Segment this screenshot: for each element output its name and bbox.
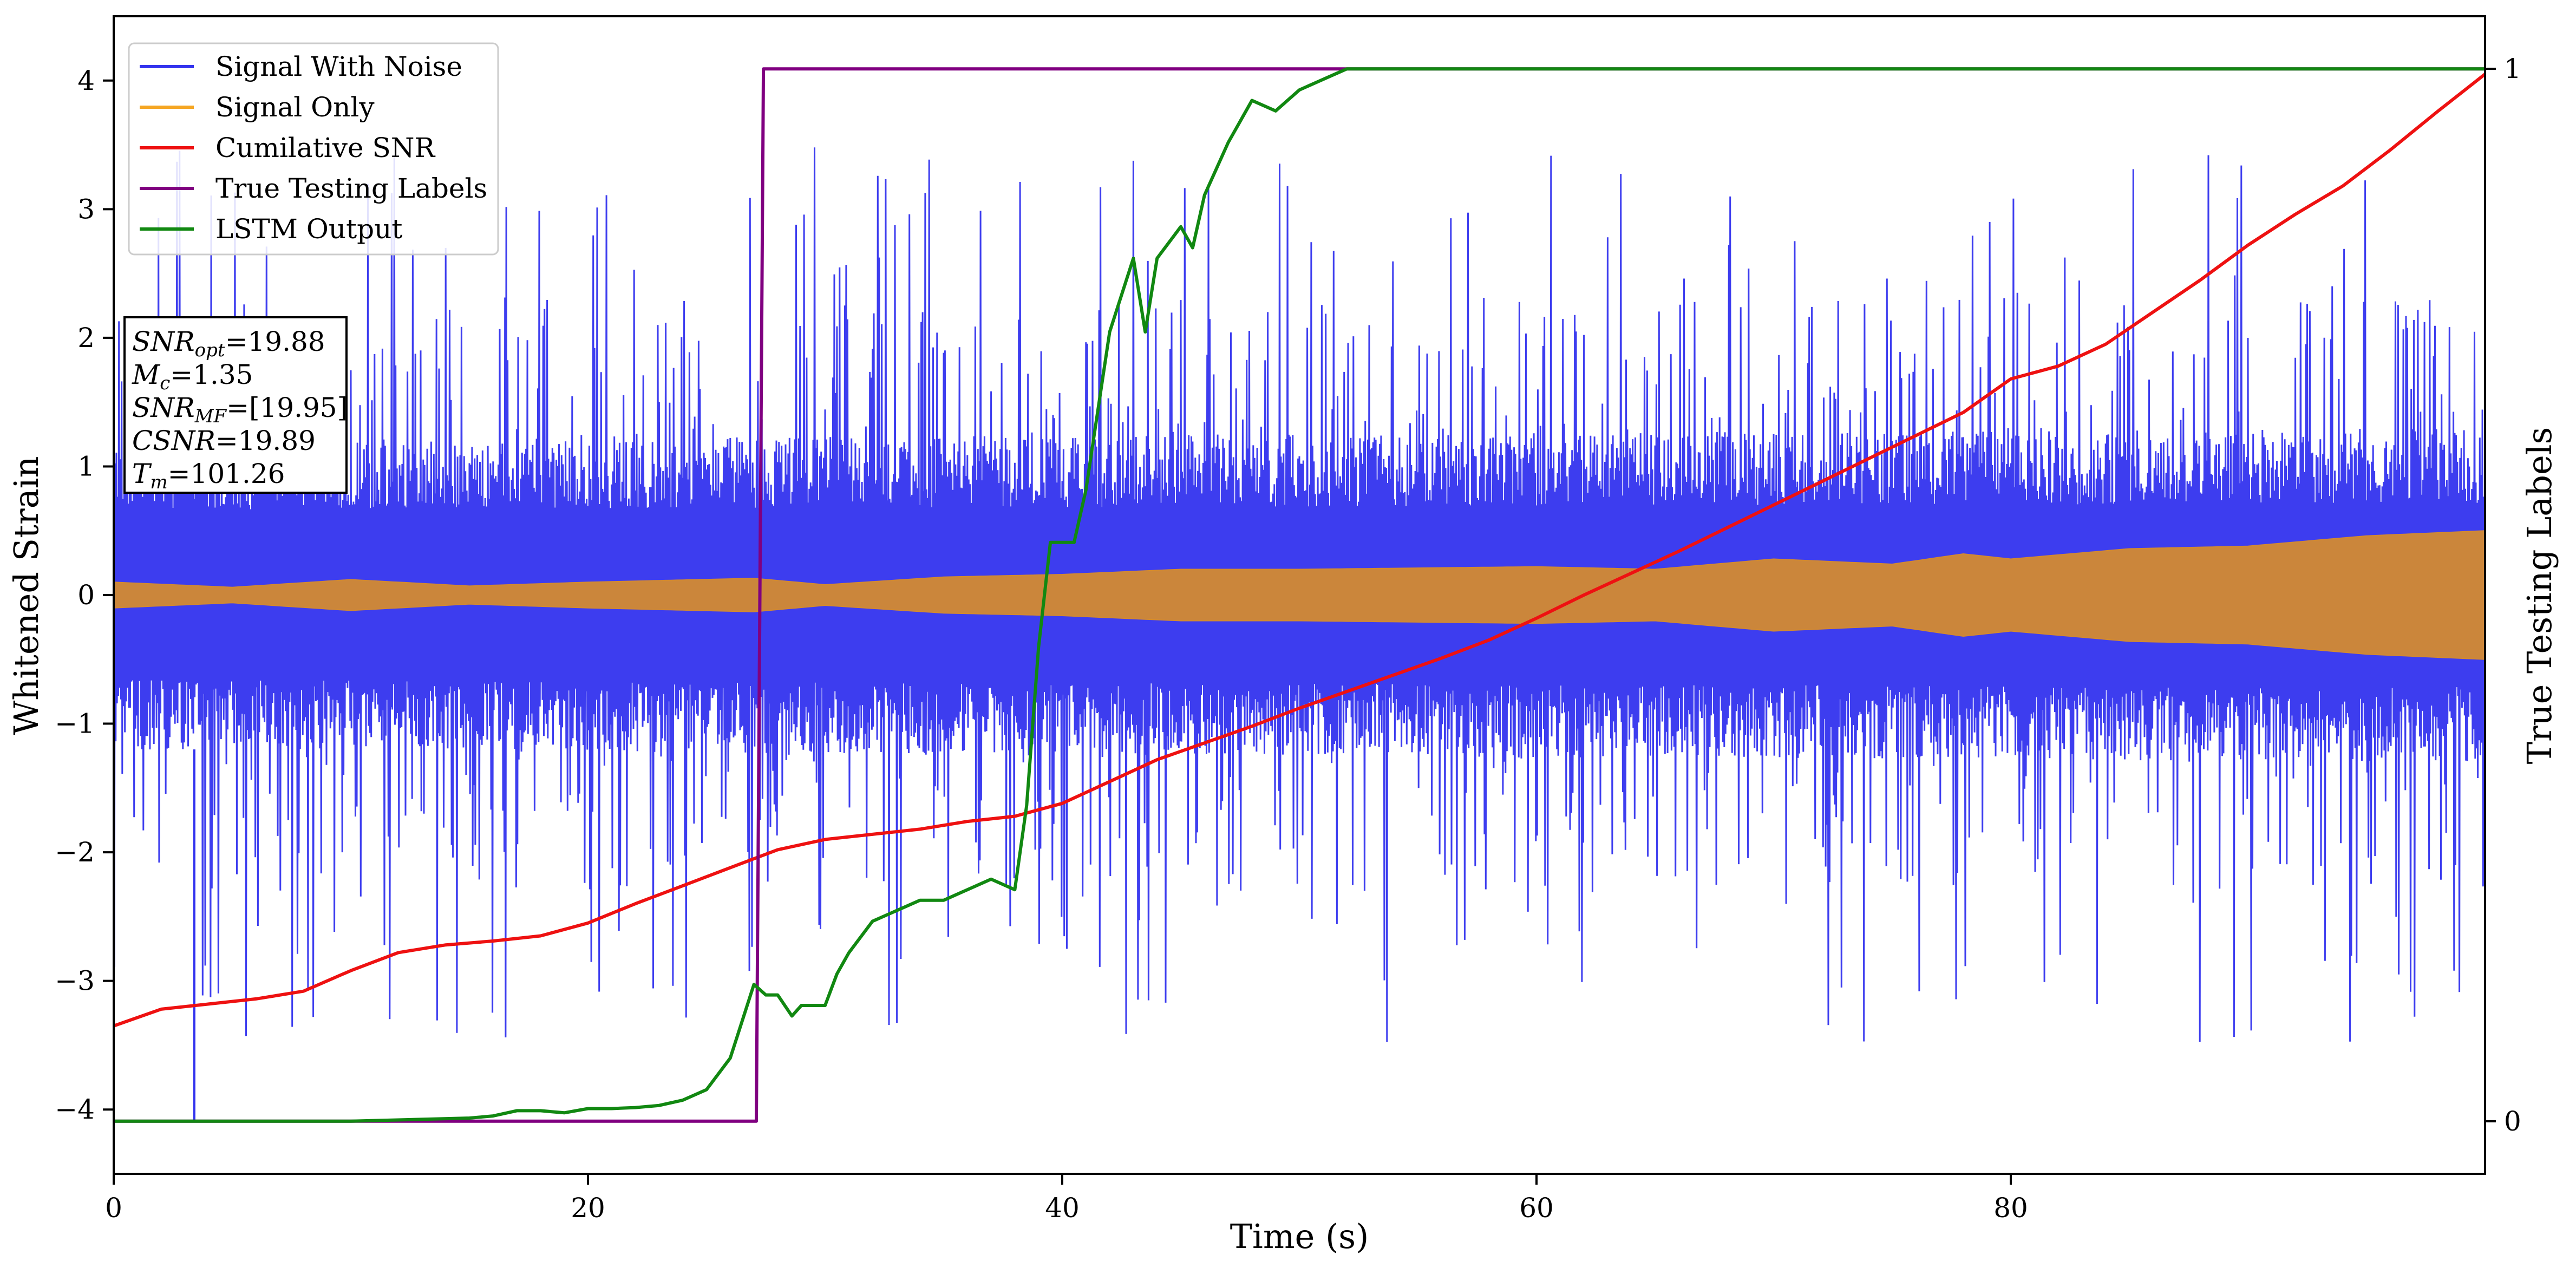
y-tick-label: −1 xyxy=(55,708,95,740)
y-right-tick-label: 0 xyxy=(2504,1106,2521,1137)
legend-label: True Testing Labels xyxy=(215,173,487,204)
signal-with-noise-line xyxy=(114,147,2485,1042)
x-tick-label: 80 xyxy=(1993,1192,2028,1224)
y-tick-label: 0 xyxy=(77,579,95,611)
annotation-line: SNRopt=19.88 xyxy=(132,326,325,361)
legend-label: Signal With Noise xyxy=(215,51,462,82)
cumilative-snr-line xyxy=(114,73,2485,1028)
y-right-tick-label: 1 xyxy=(2504,53,2521,84)
lstm-output-line xyxy=(114,67,2485,1123)
annotation-line: Mc=1.35 xyxy=(132,359,253,394)
annotation-line: CSNR=19.89 xyxy=(132,425,316,456)
y-tick-label: 3 xyxy=(77,193,95,225)
x-tick-label: 0 xyxy=(105,1192,122,1224)
y-tick-label: 2 xyxy=(77,322,95,354)
signal-only-band xyxy=(114,530,2485,660)
y-tick-label: −2 xyxy=(55,837,95,868)
annotation-frame xyxy=(123,316,348,494)
y-tick-label: 4 xyxy=(77,65,95,96)
line-series-group xyxy=(114,67,2485,1123)
legend-box xyxy=(128,42,499,256)
x-tick-label: 20 xyxy=(571,1192,605,1224)
legend-label: Signal Only xyxy=(215,92,375,123)
y-tick-label: 1 xyxy=(77,450,95,482)
annotation-line: Tm=101.26 xyxy=(132,458,285,493)
legend-label: LSTM Output xyxy=(215,213,402,245)
y-tick-label: −4 xyxy=(55,1094,95,1125)
legend-label: Cumilative SNR xyxy=(215,132,435,164)
y-axis-label: Whitened Strain xyxy=(6,456,46,735)
y-axis-right-label: True Testing Labels xyxy=(2520,427,2559,765)
legend: Signal With Noise Signal Only Cumilative S… xyxy=(128,42,499,256)
annotation-box: SNRopt=19.88Mc=1.35SNRMF=[19.95]CSNR=19.… xyxy=(123,316,348,494)
x-tick-label: 40 xyxy=(1045,1192,1080,1224)
annotation-line: SNRMF=[19.95] xyxy=(132,392,348,427)
y-tick-label: −3 xyxy=(55,965,95,997)
x-tick-label: 60 xyxy=(1519,1192,1554,1224)
x-axis-label: Time (s) xyxy=(1230,1217,1369,1256)
signal-with-noise-series xyxy=(114,147,2485,1122)
signal-only-series xyxy=(114,530,2485,660)
